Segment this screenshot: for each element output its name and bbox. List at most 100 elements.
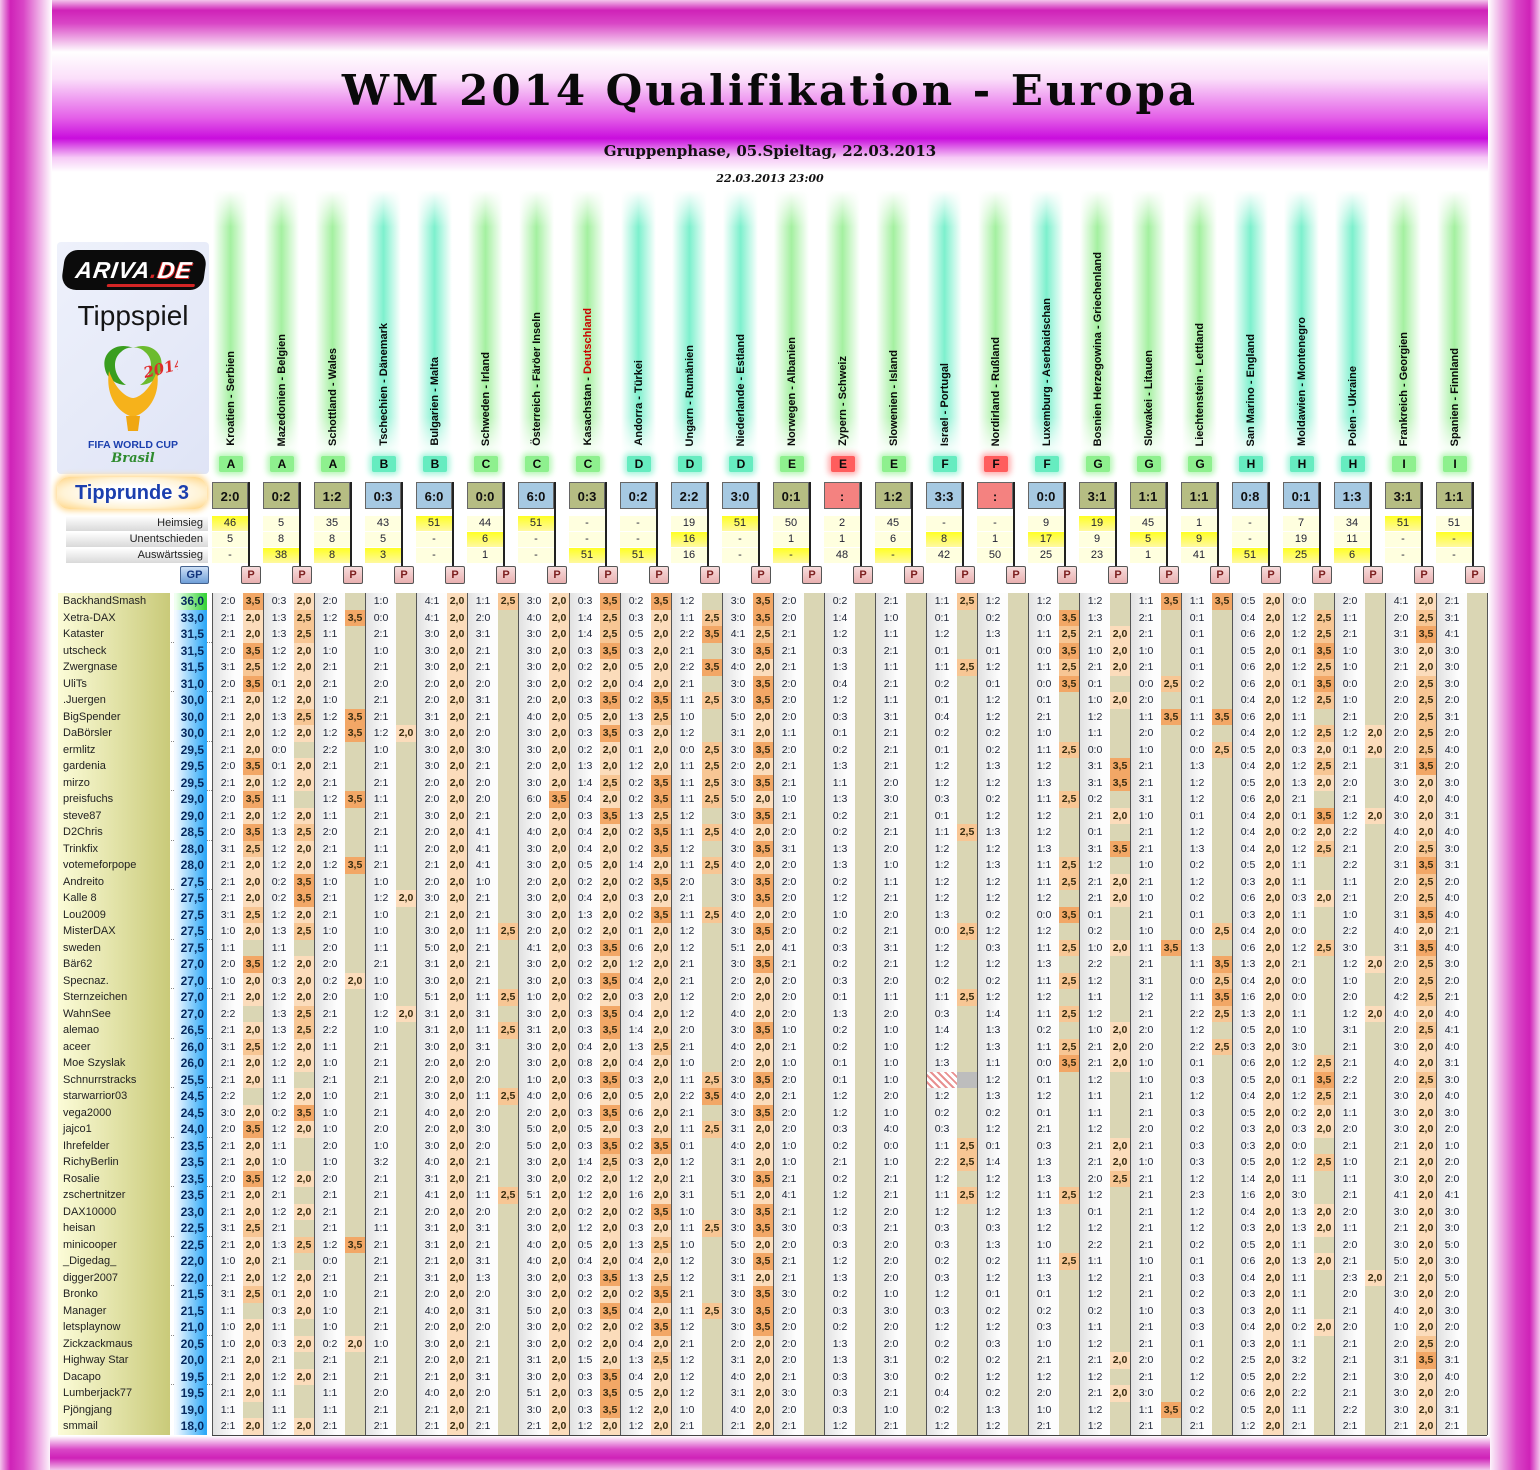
points-sort-button[interactable]: P: [1261, 566, 1281, 584]
player-name[interactable]: Rosalie: [58, 1170, 170, 1187]
points-cell: [1161, 1418, 1181, 1435]
points-cell: [1161, 956, 1181, 973]
player-name[interactable]: heisan: [58, 1220, 170, 1237]
points-sort-button[interactable]: P: [394, 566, 414, 584]
player-name[interactable]: Zickzackmaus: [58, 1335, 170, 1352]
player-name[interactable]: BackhandSmash: [58, 593, 170, 610]
points-cell: 2,0: [549, 1203, 569, 1220]
player-name[interactable]: D2Chris: [58, 824, 170, 841]
player-name[interactable]: smmail: [58, 1418, 170, 1435]
player-name[interactable]: Bronko: [58, 1286, 170, 1303]
points-sort-button[interactable]: P: [1210, 566, 1230, 584]
tip-cell: 2:1: [467, 890, 498, 907]
points-cell: [1059, 725, 1079, 742]
points-sort-button[interactable]: P: [802, 566, 822, 584]
player-name[interactable]: zschertnitzer: [58, 1187, 170, 1204]
points-cell: [804, 1253, 824, 1270]
player-name[interactable]: vega2000: [58, 1104, 170, 1121]
points-sort-button[interactable]: P: [343, 566, 363, 584]
points-sort-button[interactable]: P: [904, 566, 924, 584]
points-sort-button[interactable]: P: [496, 566, 516, 584]
player-name[interactable]: _Digedag_: [58, 1253, 170, 1270]
gp-sort-button[interactable]: GP: [180, 566, 209, 584]
player-name[interactable]: Manager: [58, 1302, 170, 1319]
points-sort-button[interactable]: P: [853, 566, 873, 584]
player-name[interactable]: MisterDAX: [58, 923, 170, 940]
player-name[interactable]: Xetra-DAX: [58, 609, 170, 626]
points-sort-button[interactable]: P: [649, 566, 669, 584]
player-name[interactable]: RichyBerlin: [58, 1154, 170, 1171]
points-cell: 2,5: [702, 758, 722, 775]
player-name[interactable]: sweden: [58, 939, 170, 956]
tip-cell: 1:0: [1334, 1154, 1365, 1171]
tip-cell: 0:1: [824, 1055, 855, 1072]
player-name[interactable]: preisfuchs: [58, 791, 170, 808]
points-sort-button[interactable]: P: [292, 566, 312, 584]
points-sort-button[interactable]: P: [751, 566, 771, 584]
match-result: 1:3: [1334, 482, 1370, 509]
player-name[interactable]: UliTs: [58, 675, 170, 692]
player-name[interactable]: Zwergnase: [58, 659, 170, 676]
player-name[interactable]: Highway Star: [58, 1352, 170, 1369]
points-sort-button[interactable]: P: [1414, 566, 1434, 584]
points-cell: [906, 692, 926, 709]
player-name[interactable]: Ihrefelder: [58, 1137, 170, 1154]
player-name[interactable]: steve87: [58, 807, 170, 824]
ariva-logo[interactable]: ARIVA.DE: [60, 250, 208, 290]
player-name[interactable]: Kataster: [58, 626, 170, 643]
points-sort-button[interactable]: P: [1312, 566, 1332, 584]
points-sort-button[interactable]: P: [241, 566, 261, 584]
player-name[interactable]: starwarrior03: [58, 1088, 170, 1105]
points-sort-button[interactable]: P: [955, 566, 975, 584]
player-name[interactable]: Bär62: [58, 956, 170, 973]
player-name[interactable]: utscheck: [58, 642, 170, 659]
tip-cell: 1:3: [1028, 1170, 1059, 1187]
points-sort-button[interactable]: P: [1108, 566, 1128, 584]
player-name[interactable]: Sternzeichen: [58, 989, 170, 1006]
player-name[interactable]: digger2007: [58, 1269, 170, 1286]
points-sort-button[interactable]: P: [1465, 566, 1485, 584]
player-name[interactable]: WahnSee: [58, 1005, 170, 1022]
points-sort-button[interactable]: P: [1057, 566, 1077, 584]
points-cell: 2,0: [447, 873, 467, 890]
points-cell: 2,0: [753, 1236, 773, 1253]
player-name[interactable]: Andreito: [58, 873, 170, 890]
player-name[interactable]: Specnaz.: [58, 972, 170, 989]
points-cell: [1161, 807, 1181, 824]
player-name[interactable]: Dacapo: [58, 1368, 170, 1385]
player-name[interactable]: .Juergen: [58, 692, 170, 709]
player-name[interactable]: letsplaynow: [58, 1319, 170, 1336]
tip-cell: 1:0: [1028, 1401, 1059, 1418]
player-name[interactable]: alemao: [58, 1022, 170, 1039]
player-name[interactable]: Pjöngjang: [58, 1401, 170, 1418]
player-name[interactable]: gardenia: [58, 758, 170, 775]
player-name[interactable]: Moe Szyslak: [58, 1055, 170, 1072]
player-name[interactable]: votemeforpope: [58, 857, 170, 874]
points-sort-button[interactable]: P: [1363, 566, 1383, 584]
points-sort-button[interactable]: P: [1006, 566, 1026, 584]
tip-cell: 1:2: [1079, 1368, 1110, 1385]
player-name[interactable]: Trinkfix: [58, 840, 170, 857]
points-sort-button[interactable]: P: [598, 566, 618, 584]
points-sort-button[interactable]: P: [1159, 566, 1179, 584]
player-name[interactable]: aceer: [58, 1038, 170, 1055]
player-row: zschertnitzer 23,5 2:1 2,0 2:1 2:1 2:1 4:1 2,0 1:…: [58, 1187, 1488, 1204]
player-name[interactable]: BigSpender: [58, 708, 170, 725]
player-name[interactable]: mirzo: [58, 774, 170, 791]
player-name[interactable]: Lumberjack77: [58, 1385, 170, 1402]
player-name[interactable]: ermlitz: [58, 741, 170, 758]
player-name[interactable]: minicooper: [58, 1236, 170, 1253]
player-name[interactable]: DAX10000: [58, 1203, 170, 1220]
points-sort-button[interactable]: P: [547, 566, 567, 584]
pct-auswaertssieg: 42: [926, 548, 962, 563]
tip-cell: 4:0: [722, 1038, 753, 1055]
player-name[interactable]: Kalle 8: [58, 890, 170, 907]
points-sort-button[interactable]: P: [700, 566, 720, 584]
points-cell: [855, 725, 875, 742]
points-sort-button[interactable]: P: [445, 566, 465, 584]
tip-cell: 0:1: [977, 1286, 1008, 1303]
player-name[interactable]: DaBörsler: [58, 725, 170, 742]
player-name[interactable]: Schnurrstracks: [58, 1071, 170, 1088]
player-name[interactable]: jajco1: [58, 1121, 170, 1138]
player-name[interactable]: Lou2009: [58, 906, 170, 923]
